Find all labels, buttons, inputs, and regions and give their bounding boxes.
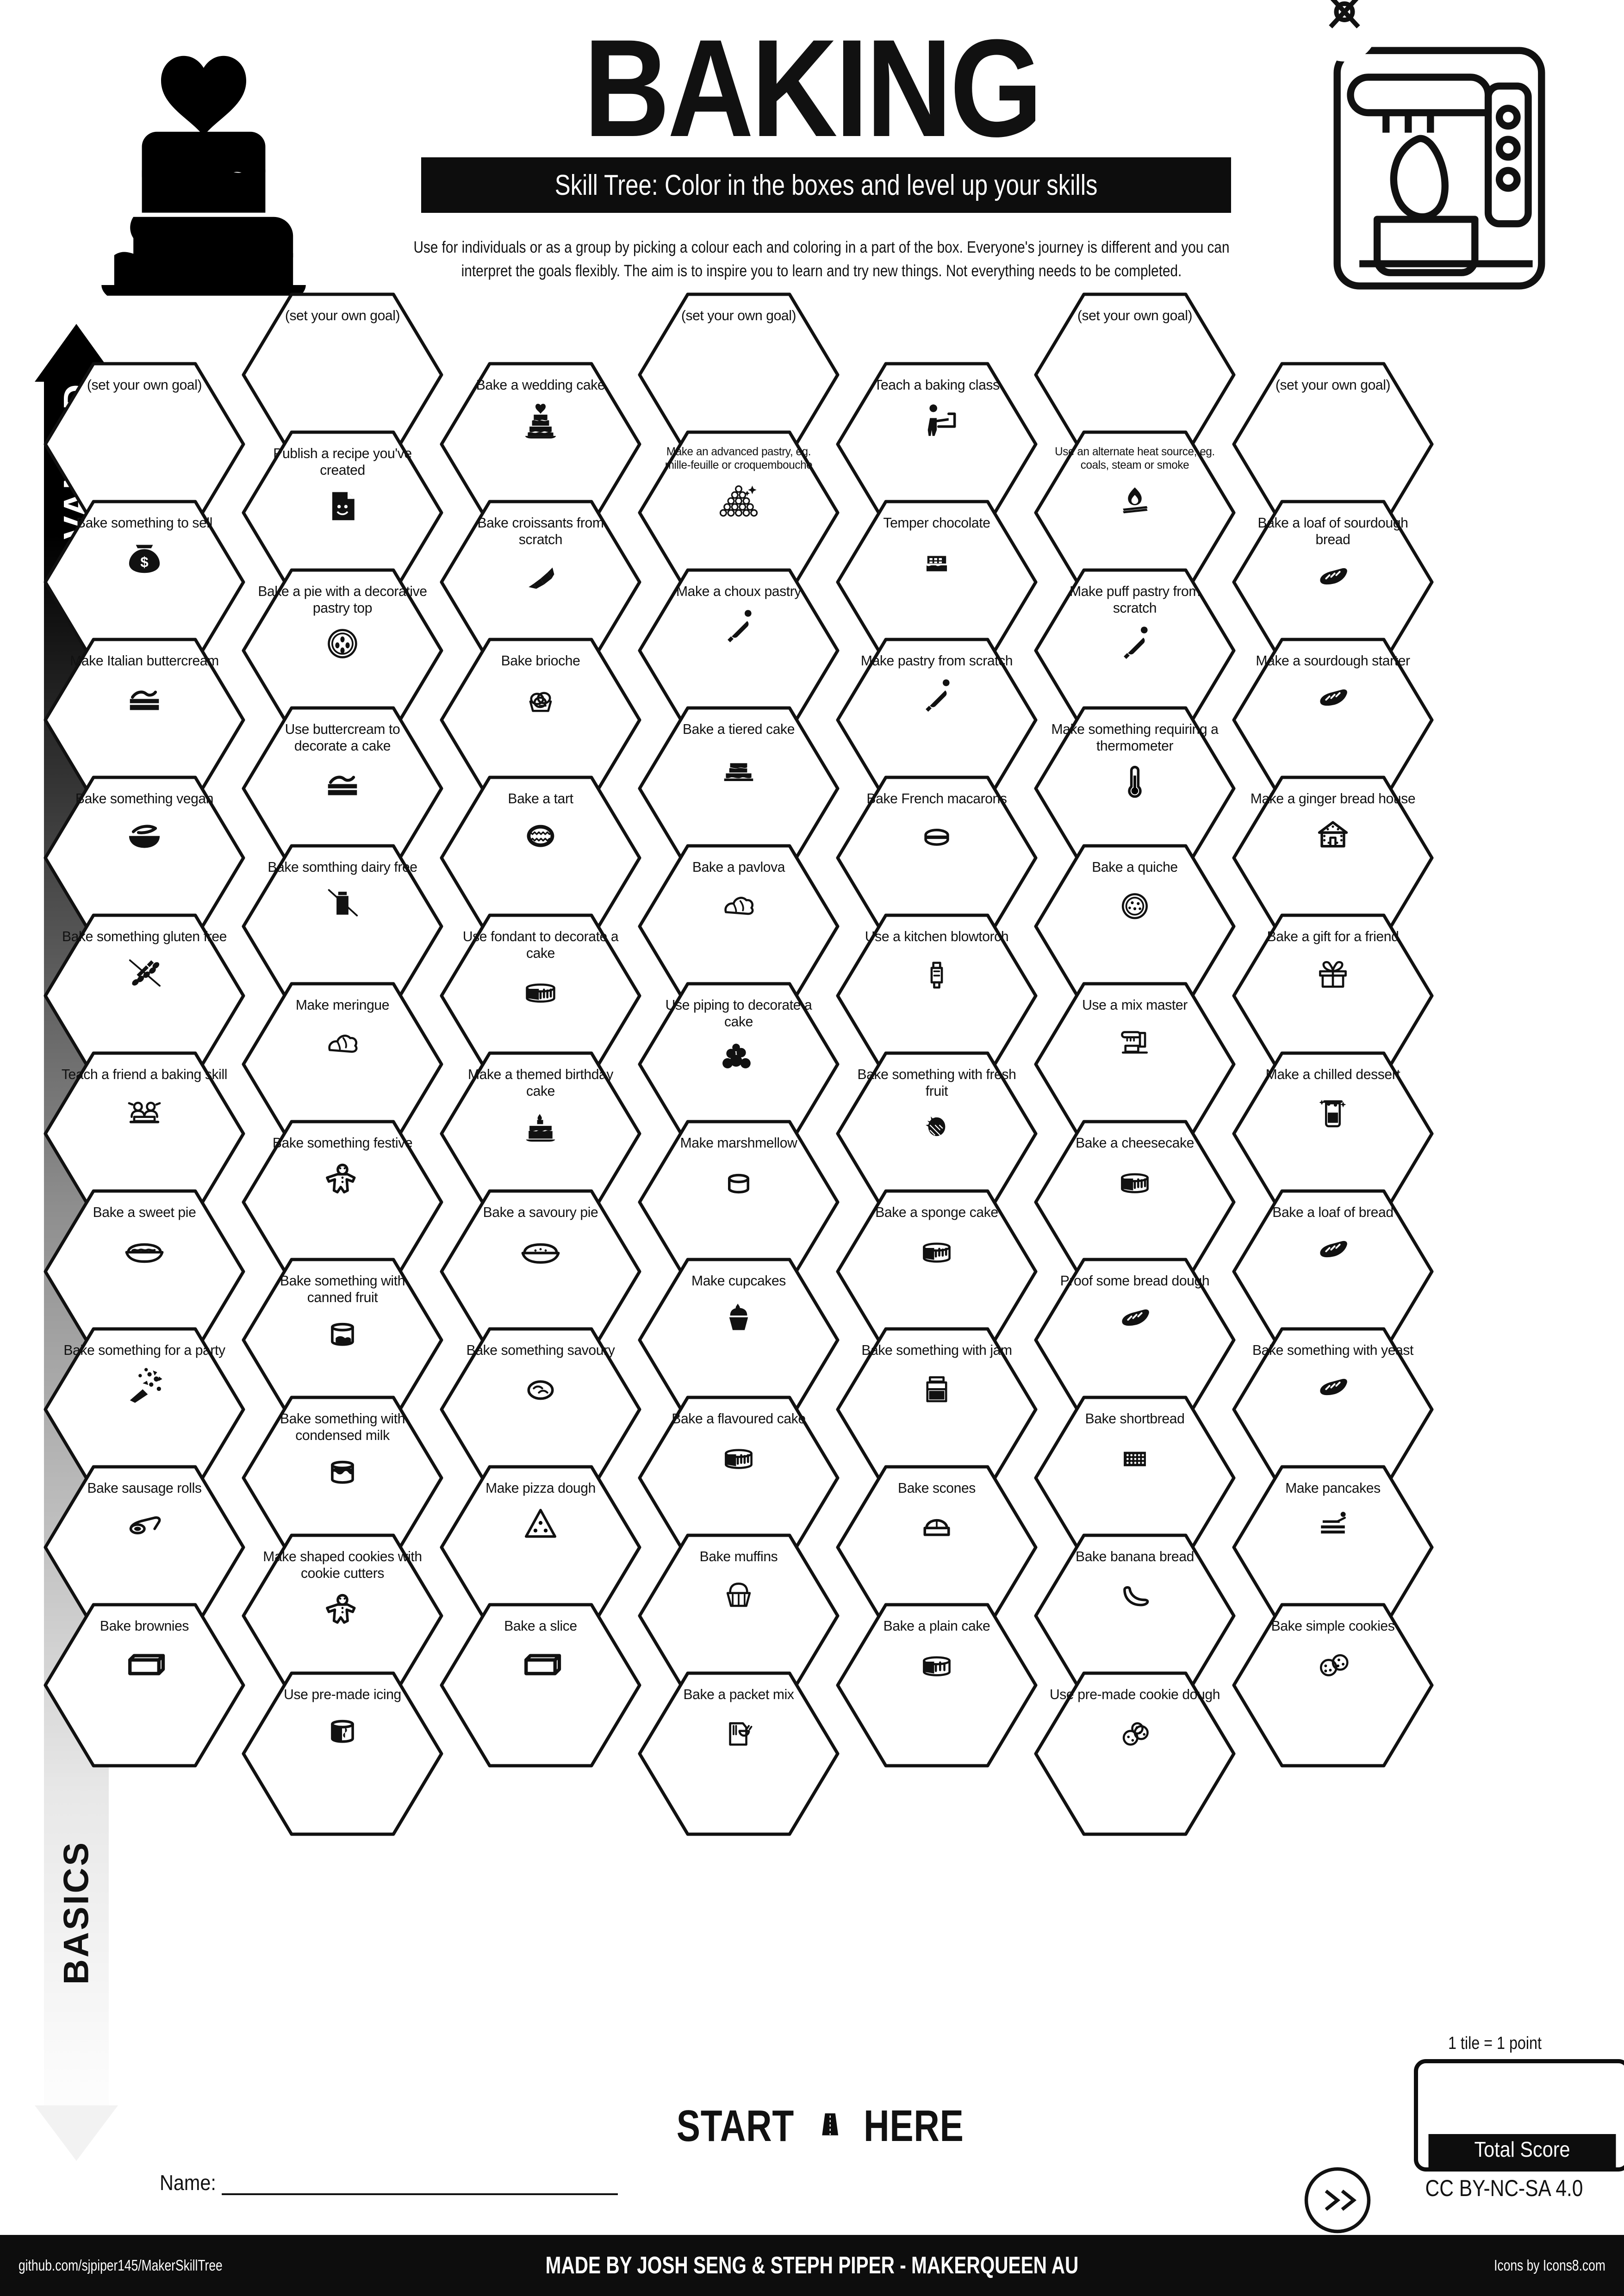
icons-credit[interactable]: Icons by Icons8.com [1494, 2257, 1605, 2274]
total-score-label: Total Score [1428, 2134, 1616, 2167]
start-word: START [676, 2101, 795, 2151]
here-word: HERE [864, 2101, 964, 2151]
subtitle-banner: Skill Tree: Color in the boxes and level… [421, 157, 1231, 213]
skill-hex-tile[interactable]: Bake a plain cake [835, 1602, 1039, 1769]
skill-hex-tile[interactable]: Bake simple cookies [1231, 1602, 1435, 1769]
name-field[interactable]: Name: [160, 2170, 618, 2195]
road-icon [822, 2113, 838, 2135]
start-here-marker: START HERE [662, 2091, 977, 2152]
total-score-box[interactable]: Total Score [1414, 2059, 1624, 2172]
skill-hex-tile[interactable]: Bake a packet mix [637, 1670, 840, 1837]
skill-hex-tile[interactable]: Use pre-made icing [241, 1670, 444, 1837]
subtitle-text: Skill Tree: Color in the boxes and level… [554, 169, 1098, 201]
maker-badge-icon [1312, 0, 1377, 62]
tile-point-note: 1 tile = 1 point [1448, 2034, 1542, 2053]
stand-mixer-icon [1328, 42, 1550, 301]
name-label: Name: [160, 2171, 216, 2195]
skill-hex-tile[interactable]: Use pre-made cookie dough [1033, 1670, 1237, 1837]
skill-hex-grid: (set your own goal) Bake something to sel… [0, 292, 1624, 2054]
footer-bar: github.com/sjpiper145/MakerSkillTree MAD… [0, 2235, 1624, 2296]
tiered-cake-icon [97, 51, 310, 306]
creative-commons-icon [1304, 2167, 1371, 2234]
skill-hex-tile[interactable]: Bake brownies [43, 1602, 246, 1769]
skill-hex-tile[interactable]: Bake a slice [439, 1602, 642, 1769]
description-text: Use for individuals or as a group by pic… [413, 238, 1230, 280]
github-link[interactable]: github.com/sjpiper145/MakerSkillTree [19, 2257, 223, 2274]
credit-text: MADE BY JOSH SENG & STEPH PIPER - MAKERQ… [545, 2252, 1079, 2279]
license-text: CC BY-NC-SA 4.0 [1425, 2175, 1583, 2201]
name-input[interactable] [222, 2172, 618, 2195]
arrow-head-down-icon [35, 2105, 118, 2161]
page-title: BAKING [584, 10, 1043, 166]
